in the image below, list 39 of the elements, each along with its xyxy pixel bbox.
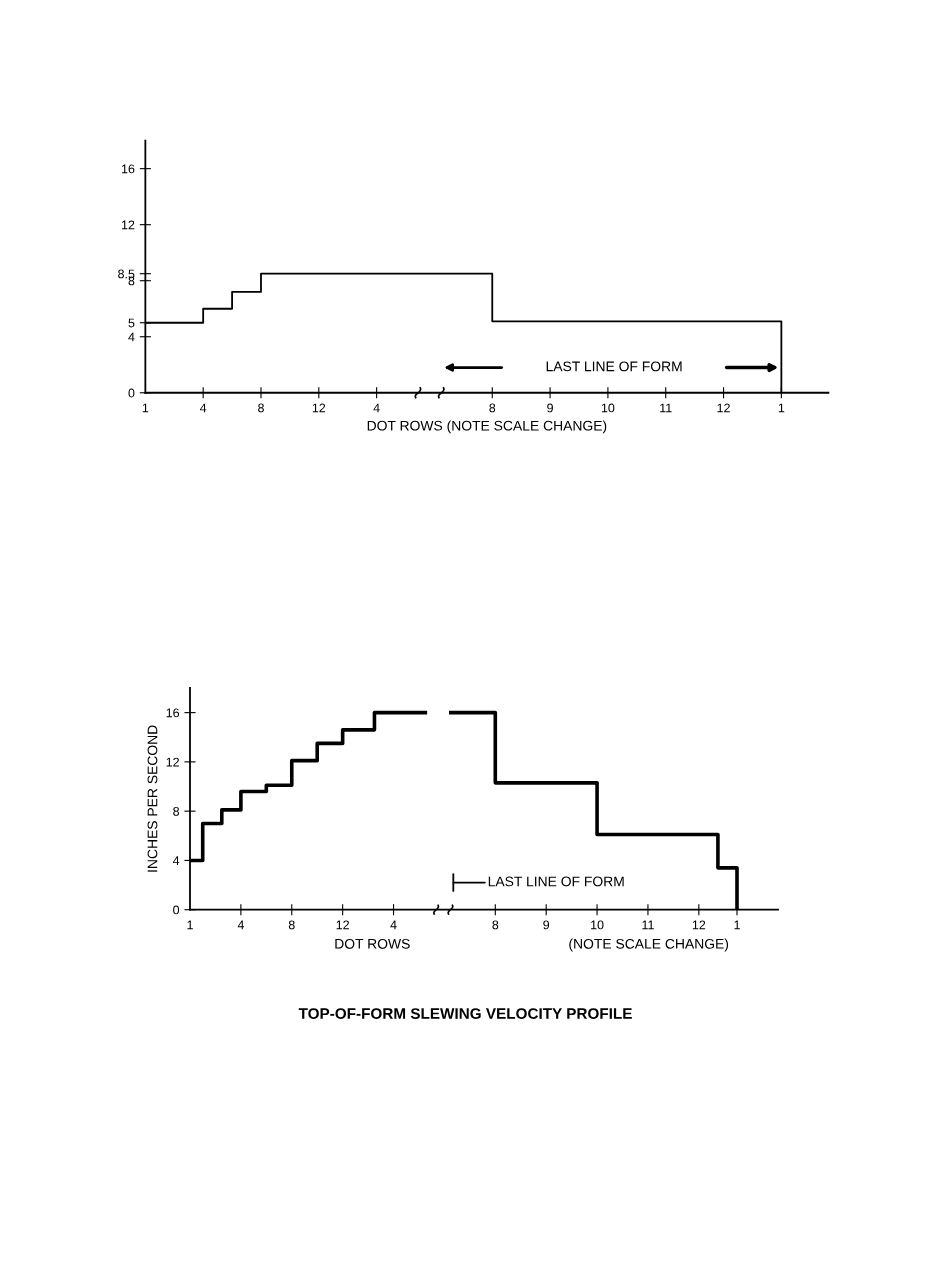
y-tick-label: 16 xyxy=(121,164,135,174)
y-tick-label: 16 xyxy=(166,708,180,718)
x-tick-label: 4 xyxy=(199,403,207,413)
y-tick-label: 0 xyxy=(173,905,180,915)
annotation: LAST LINE OF FORM xyxy=(546,361,682,372)
x-tick-label: 11 xyxy=(642,920,654,930)
annotation: LAST LINE OF FORM xyxy=(488,876,624,887)
y-tick-label: 8 xyxy=(173,806,180,816)
x-tick-label: 12 xyxy=(717,403,730,413)
x-tick-label: 12 xyxy=(336,920,349,930)
text: (NOTE SCALE CHANGE) xyxy=(569,938,729,952)
x-tick-label: 12 xyxy=(692,920,706,930)
x-tick-label: 1 xyxy=(142,403,149,413)
x-tick-label: 8 xyxy=(492,920,499,930)
x-tick-label: 8 xyxy=(288,920,295,930)
x-tick-label: 12 xyxy=(312,403,326,413)
x-tick-label: 9 xyxy=(547,403,553,413)
x-tick-label: 9 xyxy=(543,920,550,930)
x-tick-label: 11 xyxy=(660,403,672,413)
x-axis-title: DOT ROWS xyxy=(335,938,410,949)
x-axis-title: DOT ROWS (NOTE SCALE CHANGE) xyxy=(367,420,607,434)
x-tick-label: 8 xyxy=(489,403,496,413)
x-tick-label: 1 xyxy=(778,403,785,413)
x-tick-label: 10 xyxy=(591,920,604,930)
y-tick-label: 4 xyxy=(172,856,180,865)
text: TOP-OF-FORM SLEWING VELOCITY PROFILE xyxy=(298,1008,632,1019)
x-tick-label: 4 xyxy=(390,920,397,930)
x-tick-label: 4 xyxy=(237,920,244,930)
x-tick-label: 8 xyxy=(258,403,264,413)
y-tick-label: 5 xyxy=(128,318,135,328)
y-tick-label: 4 xyxy=(128,332,135,342)
y-tick-label: 12 xyxy=(166,757,179,767)
y-tick-label: 12 xyxy=(121,220,135,230)
y-tick-label: 0 xyxy=(128,388,135,398)
x-tick-label: 1 xyxy=(734,920,740,930)
y-axis-title: INCHES PER SECOND xyxy=(147,725,158,872)
x-tick-label: 4 xyxy=(373,403,380,413)
x-tick-label: 10 xyxy=(601,403,615,413)
x-tick-label: 1 xyxy=(187,920,193,930)
